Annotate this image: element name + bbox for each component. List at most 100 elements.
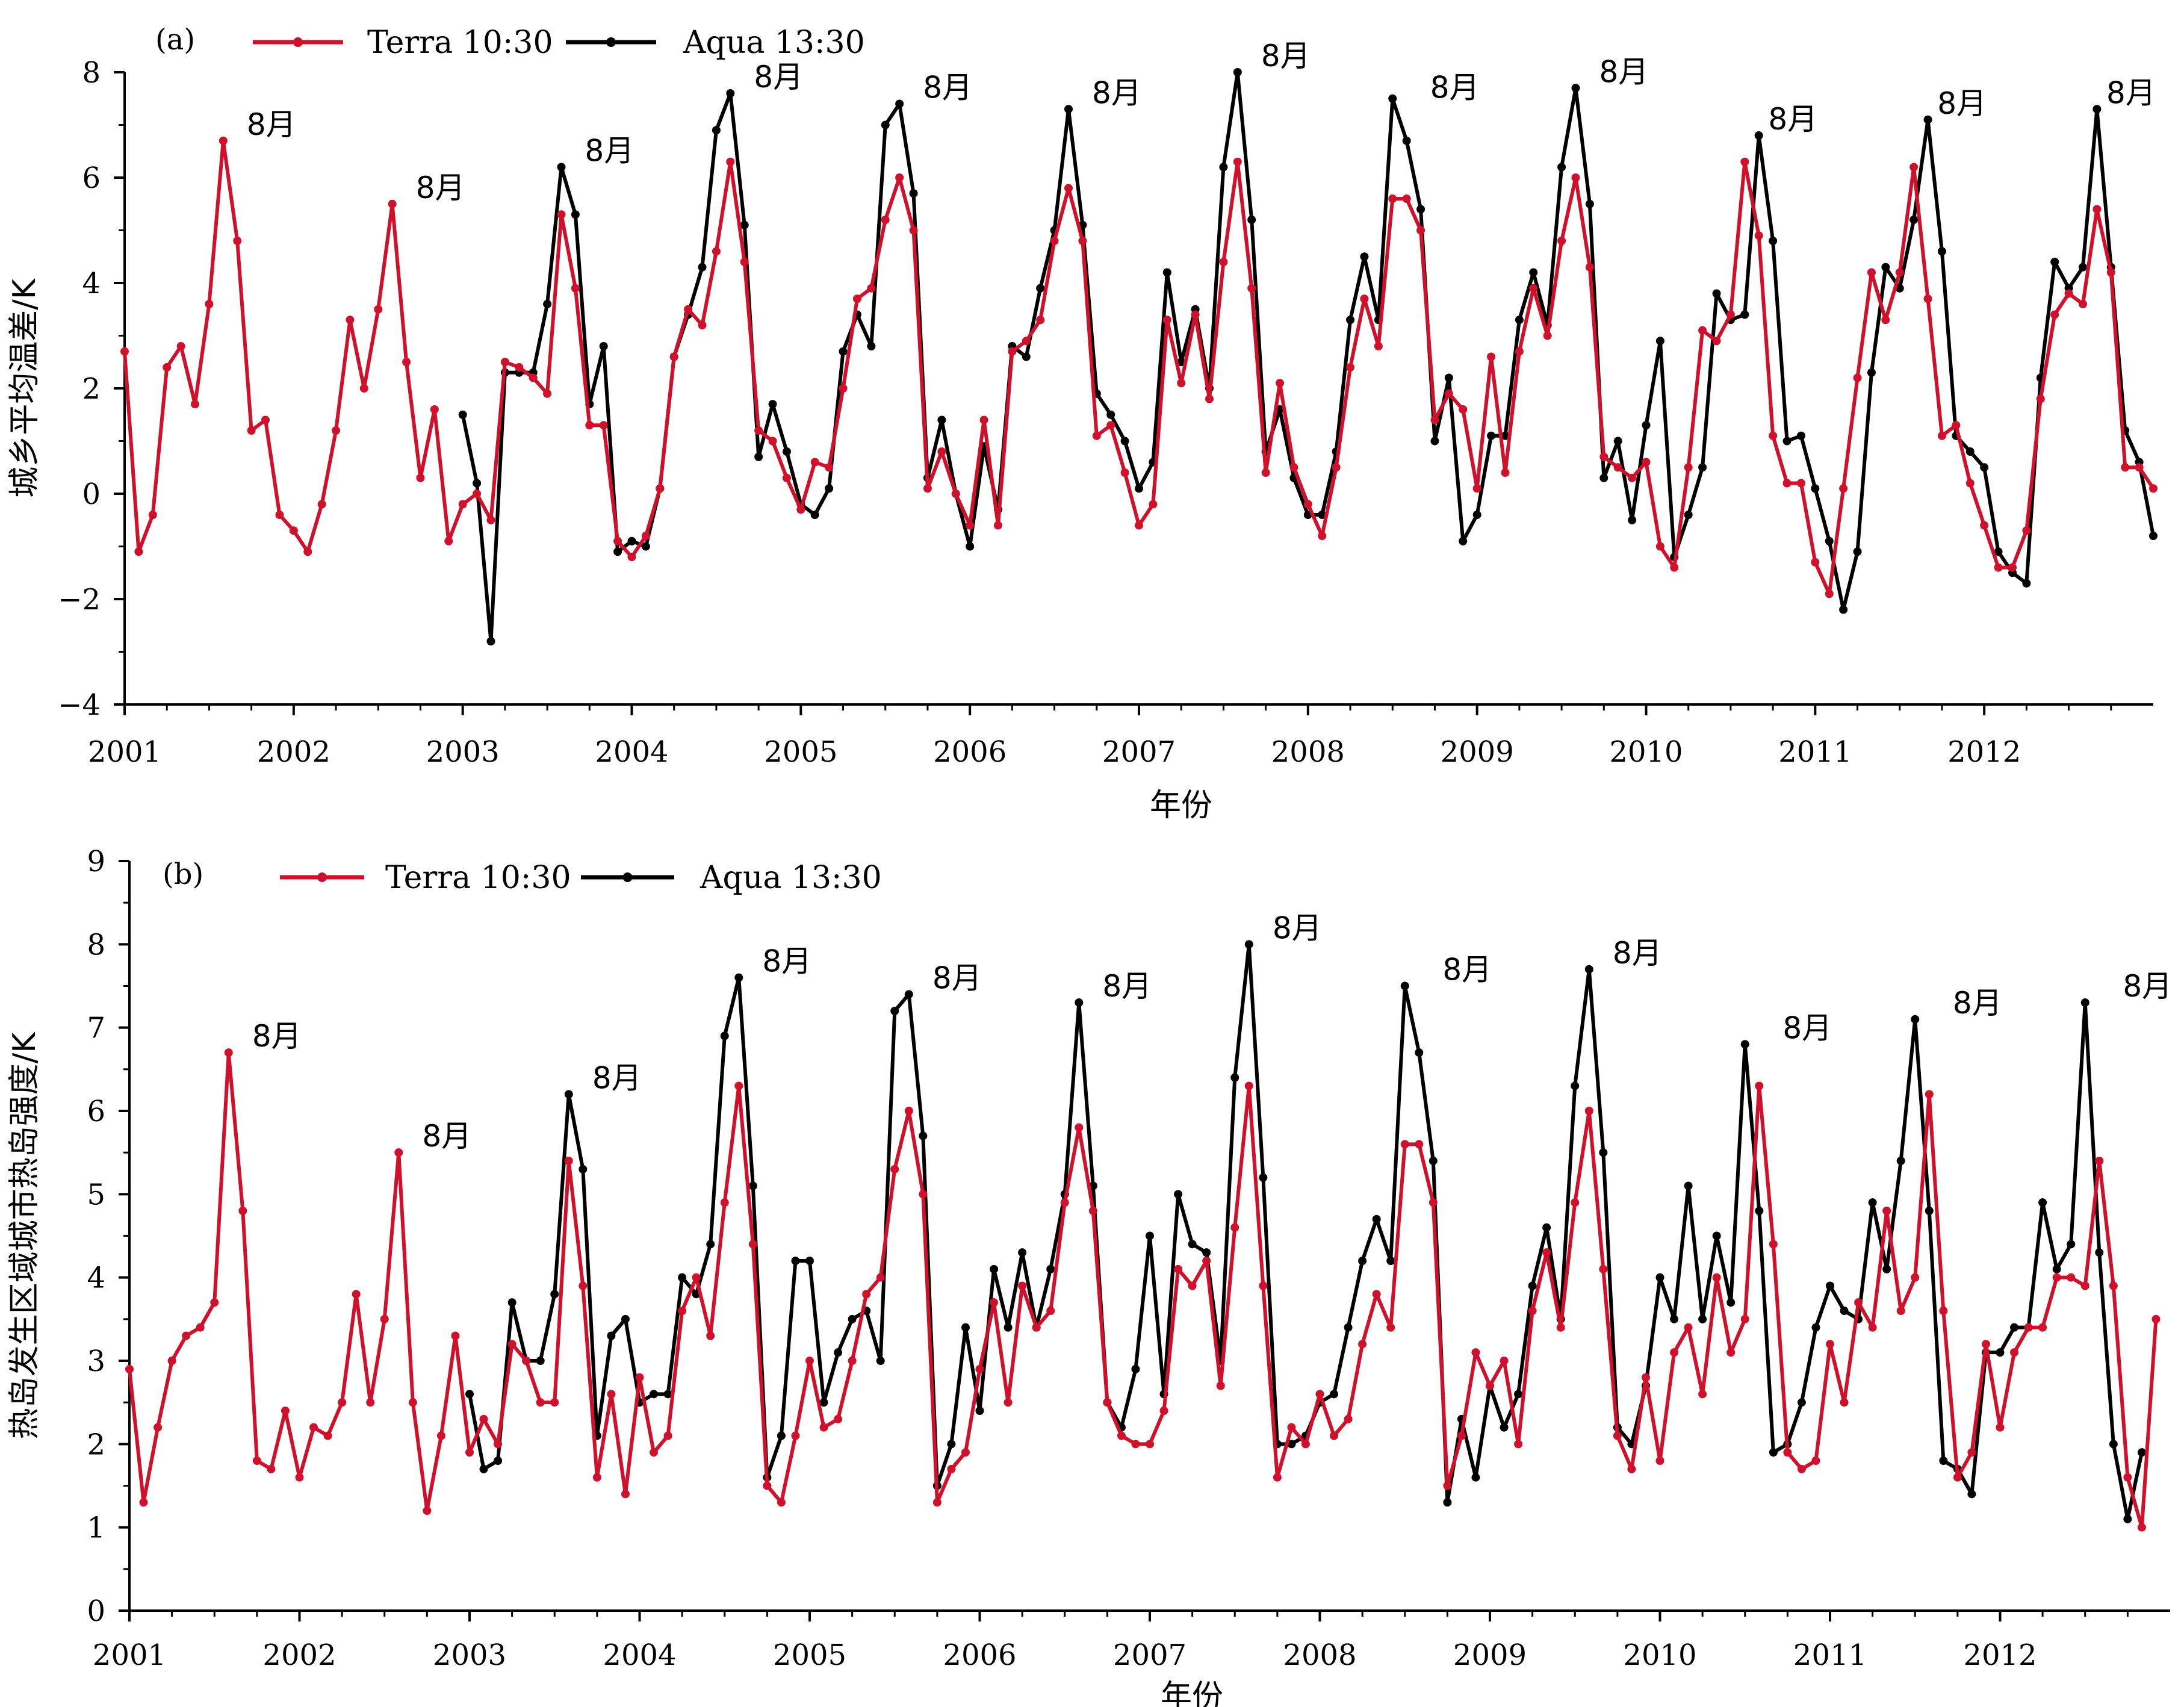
data-point <box>2024 1323 2033 1332</box>
data-point <box>1386 1257 1395 1265</box>
annotation-august: 8月 <box>592 1060 642 1095</box>
data-point <box>1655 1273 1664 1282</box>
data-point <box>890 1164 899 1174</box>
data-point <box>1050 237 1059 245</box>
y-tick-label: 4 <box>82 267 101 300</box>
data-point <box>2149 532 2158 540</box>
data-point <box>1965 447 1975 456</box>
data-point <box>585 421 594 430</box>
series-terra <box>125 1048 2161 1532</box>
data-point <box>1937 247 1946 256</box>
data-point <box>777 1431 786 1440</box>
data-point <box>2080 998 2089 1007</box>
data-point <box>473 490 482 498</box>
data-point <box>1188 1281 1197 1290</box>
data-point <box>748 1240 757 1249</box>
data-point <box>876 1357 885 1365</box>
data-point <box>1868 1323 1877 1332</box>
data-point <box>1726 310 1735 319</box>
data-point <box>465 1448 474 1457</box>
data-point <box>748 1181 757 1190</box>
data-point <box>1273 1473 1282 1482</box>
data-point <box>550 1398 559 1407</box>
data-point <box>1853 373 1862 382</box>
data-point <box>380 1314 389 1323</box>
data-point <box>1641 1373 1650 1382</box>
data-point <box>1642 458 1651 467</box>
data-point <box>1501 431 1510 440</box>
x-tick-label: 2007 <box>1102 735 1176 769</box>
annotation-august: 8月 <box>247 107 296 142</box>
data-point <box>1655 1457 1664 1465</box>
data-point <box>1374 342 1383 350</box>
data-point <box>1459 405 1468 414</box>
legend-marker <box>622 872 633 882</box>
data-point <box>1131 1364 1140 1373</box>
data-point <box>763 1481 772 1490</box>
data-point <box>1386 1323 1395 1332</box>
data-point <box>1022 337 1031 346</box>
data-point <box>1881 316 1890 325</box>
data-point <box>1613 1431 1622 1440</box>
data-point <box>1599 473 1609 482</box>
data-point <box>1826 1340 1834 1349</box>
data-point <box>1106 410 1115 419</box>
data-point <box>1289 463 1298 472</box>
data-point <box>678 1273 687 1282</box>
data-point <box>1032 1323 1041 1332</box>
data-point <box>1571 173 1580 182</box>
series-line <box>461 70 2155 643</box>
data-point <box>1882 1207 1891 1215</box>
data-point <box>810 458 819 467</box>
data-point <box>1628 515 1637 524</box>
data-point <box>1135 521 1143 530</box>
data-point <box>1429 1198 1438 1207</box>
data-point <box>1219 163 1228 172</box>
data-point <box>1135 484 1143 493</box>
data-point <box>1430 415 1439 424</box>
data-point <box>1811 484 1820 493</box>
data-point <box>909 226 918 235</box>
data-point <box>1755 1207 1764 1215</box>
data-point <box>1443 1481 1452 1490</box>
data-point <box>1839 605 1848 614</box>
data-point <box>402 358 411 367</box>
data-point <box>1994 563 2003 572</box>
annotation-august: 8月 <box>762 944 811 979</box>
data-point <box>1895 284 1904 293</box>
y-axis-title: 城乡平均温差/K <box>7 278 43 498</box>
data-point <box>1486 1381 1494 1390</box>
data-point <box>2067 1273 2076 1282</box>
data-point <box>125 1364 134 1373</box>
data-point <box>120 347 129 356</box>
data-point <box>1174 1190 1183 1199</box>
y-axis-title: 热岛发生区域城市热岛强度/K <box>7 1031 43 1440</box>
data-point <box>1205 394 1214 403</box>
annotation-august: 8月 <box>1273 910 1322 945</box>
data-point <box>1881 263 1890 272</box>
data-point <box>1571 1198 1580 1207</box>
data-point <box>252 1457 261 1465</box>
data-point <box>479 1414 488 1423</box>
data-point <box>1796 479 1805 488</box>
data-point <box>1191 310 1200 319</box>
data-point <box>1060 1198 1069 1207</box>
data-point <box>416 473 425 482</box>
data-point <box>1584 1107 1593 1115</box>
data-point <box>656 484 665 493</box>
data-point <box>777 1498 786 1507</box>
data-point <box>1528 1307 1537 1315</box>
data-point <box>947 1464 956 1473</box>
data-point <box>1642 421 1651 430</box>
data-point <box>1740 1314 1749 1323</box>
data-point <box>1726 1348 1736 1357</box>
data-point <box>1247 284 1256 293</box>
data-point <box>451 1331 460 1340</box>
data-point <box>2109 1440 2118 1449</box>
x-tick-label: 2009 <box>1441 735 1514 769</box>
data-point <box>961 1448 970 1457</box>
data-point <box>1501 468 1510 477</box>
data-point <box>479 1464 488 1473</box>
data-point <box>706 1240 715 1249</box>
data-point <box>627 553 636 561</box>
